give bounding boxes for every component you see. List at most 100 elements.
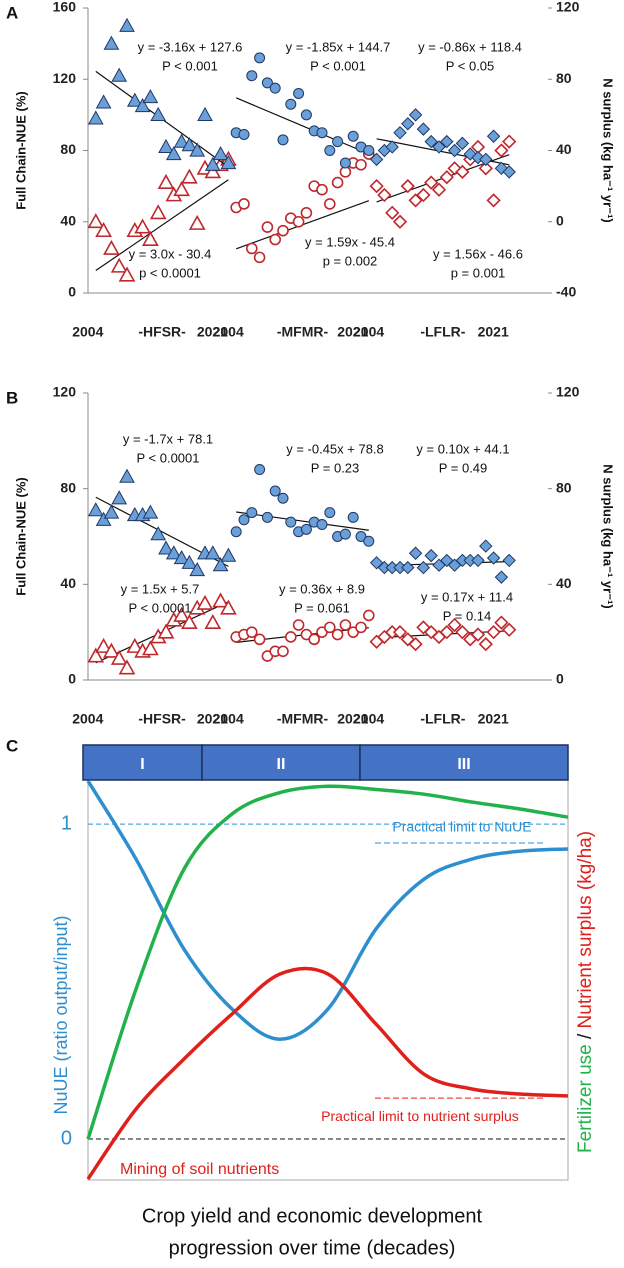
panel-label: C [6,736,18,755]
data-point [238,514,250,526]
y2-tick-label: 80 [556,479,572,495]
data-point [118,266,136,282]
data-point [316,127,328,139]
x-tick-label: 2004 [213,711,244,727]
p-value: P < 0.001 [310,58,366,73]
data-point [455,625,470,640]
data-point [385,140,399,154]
y-axis-label: Full Chain-NUE (%) [13,477,28,595]
data-point [173,549,190,565]
data-point [103,504,120,519]
data-point [181,613,198,630]
data-point [269,233,282,246]
data-point [455,164,470,180]
data-point [494,570,509,584]
data-point [269,82,281,94]
x-tick-label: 2004 [72,324,103,340]
data-point [401,117,415,131]
data-point [150,106,167,121]
data-point [385,205,400,220]
data-point [431,182,447,197]
data-point [246,70,258,82]
x-group-label: -HFSR- [138,324,186,340]
data-point [157,623,175,639]
data-point [157,173,175,189]
data-point [118,659,136,675]
data-point [277,492,289,504]
y-tick-label: 40 [60,212,76,228]
data-point [331,628,344,641]
data-point [134,218,151,234]
data-point [103,239,120,255]
data-point [165,146,182,161]
trend-line [236,511,369,531]
y-tick-label: 0 [68,671,76,687]
data-point [189,142,206,157]
equation: y = 3.0x - 30.4 [129,246,212,261]
data-point [455,136,470,151]
p-value: P = 0.49 [439,460,488,475]
data-point [119,468,135,483]
data-point [300,207,313,219]
equation: y = 1.59x - 45.4 [305,234,395,249]
limit-label: Practical limit to NuUE [392,819,531,835]
data-point [408,108,423,122]
data-point [355,621,367,634]
equation: y = -1.85x + 144.7 [286,39,391,54]
curve [86,784,569,1140]
data-point [478,636,493,652]
x-tick-label: 2004 [353,324,384,340]
y2-tick-label: 80 [556,70,572,86]
data-point [369,178,384,194]
data-point [261,511,273,523]
p-value: p < 0.0001 [139,265,201,280]
equation: y = -1.7x + 78.1 [123,431,213,446]
x-group-label: -LFLR- [420,711,465,727]
x-tick-label: 2021 [197,324,228,340]
data-point [220,599,237,615]
data-point [181,168,198,184]
data-point [87,213,105,229]
p-value: P < 0.0001 [128,600,191,615]
data-point [502,165,516,179]
data-point [110,649,128,665]
data-point [212,592,229,608]
x-tick-label: 2021 [337,711,368,727]
data-point [238,128,250,140]
y2-axis-label-part: Fertilizer use [575,1044,596,1153]
data-point [204,545,221,560]
phase-label: I [140,756,144,773]
y2-axis-label: Fertilizer use / Nutrient surplus (kg/ha… [575,831,596,1153]
p-value: P = 0.061 [294,600,350,615]
data-point [486,625,501,640]
data-point [173,133,190,148]
x-axis-label: Crop yield and economic development [142,1205,483,1227]
data-point [246,242,258,255]
y2-tick-label: 120 [556,0,580,15]
data-point [254,52,266,64]
limit-label: Practical limit to nutrient surplus [321,1108,519,1124]
x-tick-label: 2004 [353,711,384,727]
data-point [277,134,289,146]
data-point [331,176,344,189]
x-axis-label: progression over time (decades) [169,1237,456,1259]
y-tick-label: 1 [61,812,72,834]
data-point [181,554,198,569]
data-point [424,175,439,190]
data-point [486,193,501,208]
data-point [111,490,128,505]
y2-axis-label-part: Nutrient surplus (kg/ha) [575,831,596,1028]
data-point [142,640,159,656]
data-point [300,523,312,535]
y2-tick-label: 40 [556,141,572,157]
data-point [292,619,305,631]
data-point [447,143,462,158]
data-point [416,122,431,136]
x-tick-label: 2021 [478,324,509,340]
p-value: P = 0.14 [443,608,492,623]
data-point [471,553,485,568]
data-point [230,526,242,538]
data-point [261,221,274,233]
data-point [377,187,392,203]
